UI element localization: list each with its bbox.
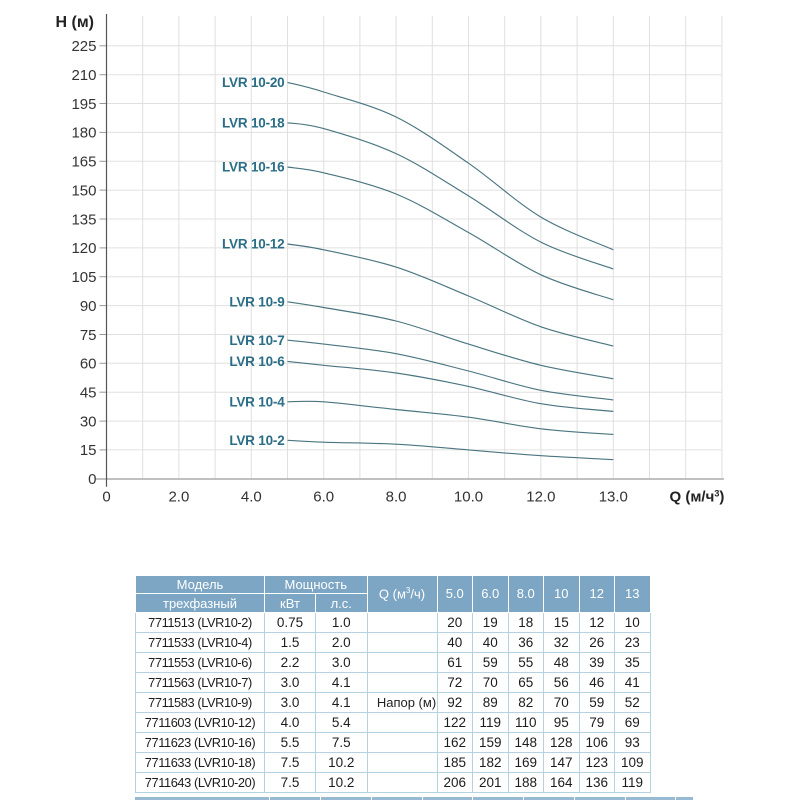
svg-text:12.0: 12.0 (526, 489, 555, 506)
svg-text:135: 135 (71, 211, 96, 228)
svg-text:2.0: 2.0 (168, 489, 189, 506)
svg-text:LVR 10-6: LVR 10-6 (229, 354, 285, 369)
svg-text:LVR 10-2: LVR 10-2 (229, 433, 284, 448)
svg-text:60: 60 (80, 356, 97, 373)
svg-text:30: 30 (80, 413, 97, 430)
svg-text:LVR 10-18: LVR 10-18 (222, 116, 285, 131)
svg-text:105: 105 (71, 269, 96, 286)
svg-text:180: 180 (71, 125, 96, 142)
svg-text:210: 210 (71, 67, 96, 84)
svg-text:LVR 10-16: LVR 10-16 (222, 160, 285, 175)
svg-text:120: 120 (71, 240, 96, 257)
svg-text:165: 165 (71, 154, 96, 171)
svg-text:LVR 10-9: LVR 10-9 (229, 295, 284, 310)
svg-text:13.0: 13.0 (599, 489, 628, 506)
svg-text:Н (м): Н (м) (56, 14, 95, 31)
svg-text:4.0: 4.0 (241, 489, 262, 506)
svg-text:0: 0 (88, 471, 96, 488)
svg-text:150: 150 (71, 182, 96, 199)
svg-text:225: 225 (71, 38, 96, 55)
svg-text:LVR 10-20: LVR 10-20 (222, 75, 284, 90)
svg-text:195: 195 (71, 96, 96, 113)
svg-text:15: 15 (80, 442, 97, 459)
svg-text:45: 45 (80, 385, 97, 402)
svg-text:LVR 10-4: LVR 10-4 (229, 395, 285, 410)
svg-text:75: 75 (80, 327, 97, 344)
svg-text:LVR 10-12: LVR 10-12 (222, 237, 284, 252)
svg-text:90: 90 (80, 298, 97, 315)
svg-text:6.0: 6.0 (313, 489, 334, 506)
svg-text:0: 0 (102, 489, 110, 506)
svg-text:Q (м/ч3): Q (м/ч3) (670, 489, 725, 506)
svg-text:10.0: 10.0 (454, 489, 483, 506)
svg-text:8.0: 8.0 (386, 489, 407, 506)
svg-text:LVR 10-7: LVR 10-7 (229, 333, 284, 348)
